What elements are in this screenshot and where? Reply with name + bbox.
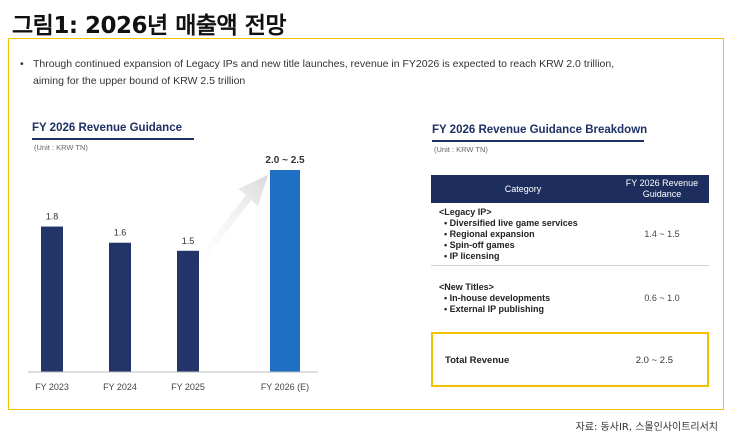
page-title: 그림1: 2026년 매출액 전망	[12, 13, 287, 39]
summary-text: Through continued expansion of Legacy IP…	[33, 58, 615, 87]
total-value: 2.0 ~ 2.5	[635, 355, 673, 366]
content-frame	[8, 38, 724, 410]
table-row: <New Titles> • In-house developments • E…	[431, 266, 709, 331]
row-item: • Regional expansion	[444, 228, 535, 239]
bar-chart-unit: (Unit : KRW TN)	[34, 143, 88, 152]
row-item: • Spin-off games	[444, 239, 515, 250]
row-value: 1.4 ~ 1.5	[615, 203, 709, 266]
total-label: Total Revenue	[445, 355, 510, 366]
row-category-cell: <Legacy IP> • Diversified live game serv…	[431, 203, 615, 266]
header-guidance: FY 2026 Revenue Guidance	[615, 175, 709, 203]
row-item: • Diversified live game services	[444, 217, 578, 228]
header-category: Category	[431, 175, 615, 203]
row-item: • External IP publishing	[444, 303, 545, 314]
bar-chart-title-underline	[32, 138, 194, 140]
bar-chart-title: FY 2026 Revenue Guidance	[32, 122, 182, 134]
table-header-row: Category FY 2026 Revenue Guidance	[431, 175, 709, 203]
row-group-label: <Legacy IP>	[439, 206, 492, 217]
table-row: <Legacy IP> • Diversified live game serv…	[431, 203, 709, 266]
breakdown-table: Category FY 2026 Revenue Guidance <Legac…	[431, 175, 709, 330]
row-category-cell: <New Titles> • In-house developments • E…	[431, 266, 615, 331]
row-value: 0.6 ~ 1.0	[644, 293, 680, 303]
row-item: • In-house developments	[444, 292, 551, 303]
breakdown-title: FY 2026 Revenue Guidance Breakdown	[432, 124, 648, 136]
row-group-label: <New Titles>	[439, 281, 494, 292]
breakdown-title-underline	[432, 140, 644, 142]
total-revenue-box: Total Revenue 2.0 ~ 2.5	[431, 332, 709, 387]
source-note: 자료: 동사IR, 스몰인사이트리서치	[575, 422, 718, 433]
bullet-dot: •	[20, 58, 24, 70]
row-item: • IP licensing	[444, 250, 500, 261]
breakdown-unit: (Unit : KRW TN)	[434, 145, 488, 154]
